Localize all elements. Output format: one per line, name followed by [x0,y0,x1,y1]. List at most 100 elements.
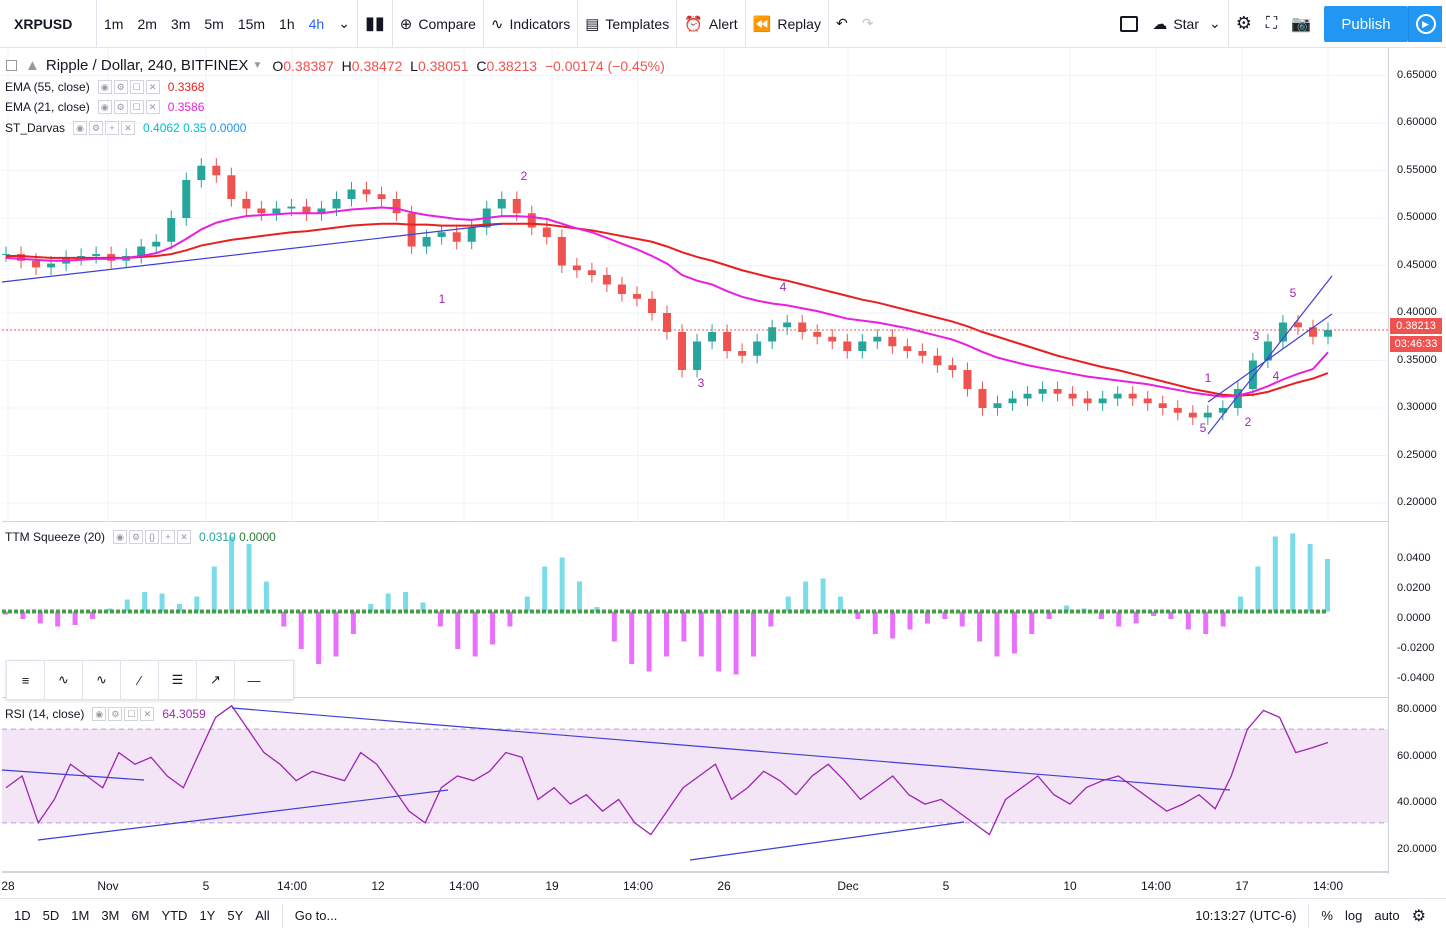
interval-2m[interactable]: 2m [137,15,157,32]
horizontal-lines-tool[interactable]: ≡ [7,661,45,699]
elliott-correction-tool[interactable]: ∿ [83,661,121,699]
candle-body [1068,393,1077,399]
wave-label: 2 [521,169,528,183]
legend-buttons[interactable]: ◉ ⚙ + ✕ [73,121,137,135]
elliott-impulse-tool[interactable]: ∿ [45,661,83,699]
interval-1m[interactable]: 1m [104,15,124,32]
interval-4h[interactable]: 4h [308,15,325,32]
candle-body [948,365,957,370]
chart-style-button[interactable]: ▮▮ [358,0,392,48]
range-YTD[interactable]: YTD [161,908,188,923]
publish-button[interactable]: Publish [1324,6,1408,42]
ray-tool[interactable]: ↗ [197,661,235,699]
indicators-button[interactable]: ∿ Indicators [490,15,571,33]
fullscreen-button[interactable]: ⛶ [1259,0,1284,48]
legend-buttons[interactable]: ◉ ⚙ ☐ ✕ [97,100,162,114]
candle-body [963,370,972,389]
clock[interactable]: 10:13:27 (UTC-6) [1195,908,1297,923]
interval-dropdown[interactable]: ⌄ [338,15,350,31]
rsi-pane[interactable] [2,698,1388,872]
rsi-trend-line [689,821,965,861]
ttm-bar [594,607,600,612]
log-toggle[interactable]: log [1344,908,1363,923]
alarm-clock-icon: ⏰ [684,15,703,33]
indicators-icon: ∿ [490,15,504,33]
replay-button[interactable]: ⏪ Replay [752,15,821,33]
horizontal-ray-tool[interactable]: — [235,661,273,699]
redo-button[interactable]: ↷ [855,0,881,48]
candle-body [663,313,671,332]
candle-body [708,332,717,342]
percent-toggle[interactable]: % [1321,908,1333,923]
ttm-bar [176,604,182,612]
auto-toggle[interactable]: auto [1374,908,1400,923]
range-group: 1D 5D 1M 3M 6M YTD 1Y 5Y All [0,908,276,923]
templates-button[interactable]: ▤ Templates [585,15,670,33]
stream-button[interactable]: ▶ [1408,6,1442,42]
layout-button[interactable]: ☁ Star ⌄ [1152,15,1221,33]
legend-buttons[interactable]: ◉ ⚙ ☐ ✕ [97,80,162,94]
candle-body [422,237,431,247]
hline-icon: — [247,672,261,688]
ttm-bar [1168,611,1174,619]
ttm-bar [803,581,809,612]
candle-body [1083,398,1092,404]
compare-button[interactable]: ⊕ Compare [399,15,476,33]
range-1M[interactable]: 1M [71,908,90,923]
alert-button[interactable]: ⏰ Alert [684,15,738,33]
time-axis[interactable]: 28 Nov 5 14:00 12 14:00 19 14:00 26 Dec 5 10 14:00 17… [1,872,1388,898]
candle-body [1218,408,1227,413]
price-axis[interactable]: 0.65000 0.60000 0.55000 0.50000 0.45000 0.400… [1388,48,1446,874]
ttm-bar [681,611,687,642]
symbol-search[interactable]: XRPUSD [14,15,73,32]
gear-icon[interactable]: ⚙ [1411,907,1426,925]
time-tick-label: 14:00 [276,879,308,893]
undo-button[interactable]: ↶ [829,0,855,48]
fullscreen-layout-button[interactable] [1113,0,1145,48]
ttm-bar [716,611,722,672]
price-pane[interactable]: 1 2 3 4 5 1 2 3 4 5 [2,48,1388,522]
interval-3m[interactable]: 3m [170,15,191,32]
ttm-bar [455,611,461,649]
time-tick-label: 10 [1063,879,1077,893]
interval-5m[interactable]: 5m [204,15,224,32]
ttm-bar [1116,611,1122,627]
ttm-bar [55,611,61,627]
price-tick-label: 0.60000 [1397,116,1437,128]
goto-button[interactable]: Go to... [294,908,338,923]
ttm-bar [1029,611,1035,634]
range-1Y[interactable]: 1Y [199,908,216,923]
settings-button[interactable]: ⚙ [1229,0,1259,48]
ttm-bar [350,611,356,634]
chevron-down-icon[interactable]: ▼ [252,60,263,71]
range-5D[interactable]: 5D [42,908,60,923]
candle-body [212,165,221,176]
rsi-chart[interactable] [2,698,1388,872]
candle-body [1113,393,1122,399]
time-tick-label: 19 [545,879,559,893]
legend-buttons[interactable]: ◉ ⚙ ☐ ✕ [92,707,156,721]
snapshot-button[interactable]: 📷 [1284,0,1318,48]
range-3M[interactable]: 3M [101,908,120,923]
legend-buttons[interactable]: ◉ ⚙{} + ✕ [113,530,193,544]
interval-15m[interactable]: 15m [237,15,266,32]
interval-1h[interactable]: 1h [279,15,295,32]
trend-line-tool[interactable]: ∕ [121,661,159,699]
range-6M[interactable]: 6M [131,908,150,923]
candle-body [873,336,882,342]
range-All[interactable]: All [255,908,270,923]
wave-label: 3 [698,376,705,390]
candle-body [843,341,852,351]
wave-label: 1 [439,292,446,306]
ttm-squeeze-pane[interactable] [2,522,1388,698]
price-tick-label: 0.25000 [1397,448,1437,461]
range-5Y[interactable]: 5Y [227,908,244,923]
flag-icon[interactable]: ▲ [25,57,40,74]
candle-body [993,403,1002,408]
collapse-icon[interactable] [6,60,17,71]
candle-body [452,232,461,242]
price-chart[interactable]: 1 2 3 4 5 1 2 3 4 5 [2,48,1388,522]
range-1D[interactable]: 1D [14,908,31,923]
ttm-squeeze-chart[interactable] [2,522,1388,698]
fib-tool[interactable]: ☰ [159,661,197,699]
